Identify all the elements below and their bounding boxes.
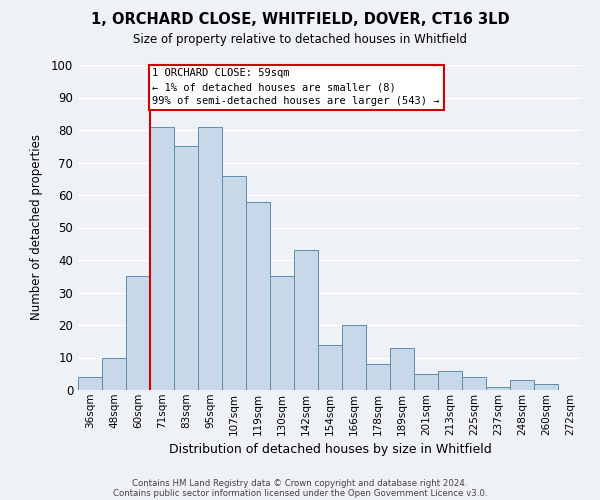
Text: Contains HM Land Registry data © Crown copyright and database right 2024.: Contains HM Land Registry data © Crown c… <box>132 478 468 488</box>
Bar <box>222 176 246 390</box>
Y-axis label: Number of detached properties: Number of detached properties <box>29 134 43 320</box>
Bar <box>510 380 534 390</box>
Bar <box>390 348 414 390</box>
Bar <box>294 250 318 390</box>
Bar <box>78 377 102 390</box>
Bar <box>486 387 510 390</box>
Bar <box>126 276 150 390</box>
Bar <box>342 325 366 390</box>
Bar <box>438 370 462 390</box>
Bar <box>318 344 342 390</box>
Bar <box>246 202 270 390</box>
Bar <box>534 384 558 390</box>
Bar <box>174 146 198 390</box>
Bar <box>462 377 486 390</box>
Text: Size of property relative to detached houses in Whitfield: Size of property relative to detached ho… <box>133 32 467 46</box>
Text: 1, ORCHARD CLOSE, WHITFIELD, DOVER, CT16 3LD: 1, ORCHARD CLOSE, WHITFIELD, DOVER, CT16… <box>91 12 509 28</box>
Text: Contains public sector information licensed under the Open Government Licence v3: Contains public sector information licen… <box>113 488 487 498</box>
Text: 1 ORCHARD CLOSE: 59sqm
← 1% of detached houses are smaller (8)
99% of semi-detac: 1 ORCHARD CLOSE: 59sqm ← 1% of detached … <box>152 68 440 106</box>
Bar <box>270 276 294 390</box>
Bar <box>102 358 126 390</box>
X-axis label: Distribution of detached houses by size in Whitfield: Distribution of detached houses by size … <box>169 443 491 456</box>
Bar <box>198 126 222 390</box>
Bar <box>366 364 390 390</box>
Bar <box>414 374 438 390</box>
Bar <box>150 126 174 390</box>
